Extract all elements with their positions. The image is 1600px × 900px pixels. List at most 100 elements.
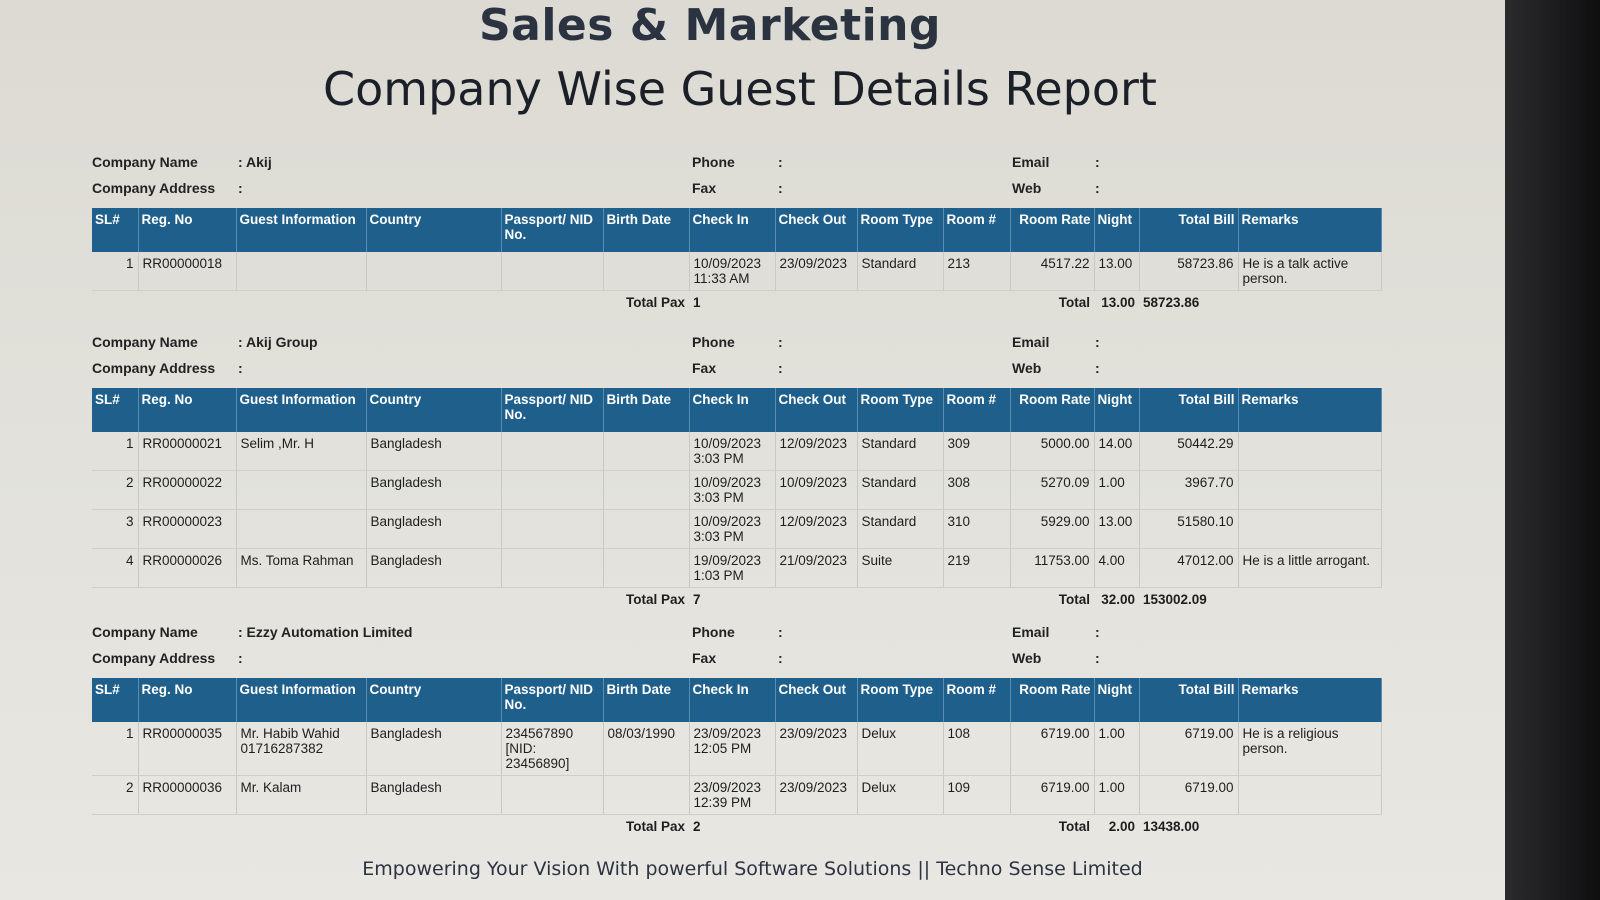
- spacer-cell: [775, 588, 1010, 612]
- spacer-cell: [1238, 815, 1382, 839]
- company-name-value: : Ezzy Automation Limited: [238, 624, 413, 640]
- spacer-cell: [92, 291, 603, 315]
- total-night-value: 2.00: [1108, 819, 1135, 834]
- total-pax-value: 7: [693, 592, 701, 607]
- total-pax-label: Total Pax: [625, 592, 685, 607]
- spacer-cell: [1238, 588, 1382, 612]
- web-value: :: [1095, 360, 1100, 376]
- table-row[interactable]: 2 RR00000022 Bangladesh 10/09/2023 3:03 PM 1…: [92, 470, 1382, 510]
- cell-country: Bangladesh: [366, 509, 502, 549]
- company-info: Company Name: Akij Group Company Address:…: [92, 330, 1382, 388]
- table-row[interactable]: 1 RR00000021 Selim ,Mr. H Bangladesh 10/09/2…: [92, 432, 1382, 471]
- phone-value: :: [778, 624, 783, 640]
- column-header: Reg. No: [138, 208, 237, 252]
- cell-checkin: 10/09/2023 11:33 AM: [689, 252, 776, 291]
- cell-sl: 2: [92, 470, 139, 510]
- cell-bill: 6719.00: [1139, 775, 1239, 815]
- company-name-label: Company Name: [92, 154, 198, 170]
- fax-label: Fax: [692, 360, 717, 376]
- spacer-cell: [775, 815, 1010, 839]
- cell-checkout: 21/09/2023: [775, 548, 858, 588]
- cell-reg: RR00000035: [138, 722, 237, 776]
- cell-checkout: 10/09/2023: [775, 470, 858, 510]
- web-label: Web: [1012, 360, 1042, 376]
- column-header: Remarks: [1238, 388, 1382, 432]
- guest-table: SL# Reg. No Guest Information Country Passpo…: [92, 388, 1382, 612]
- column-header: Check Out: [775, 208, 858, 252]
- cell-birth: [603, 470, 690, 510]
- column-header: Room #: [943, 678, 1011, 722]
- column-header: Country: [366, 678, 502, 722]
- cell-remarks: He is a religious person.: [1238, 722, 1382, 776]
- column-header: Check Out: [775, 678, 858, 722]
- phone-label: Phone: [692, 154, 735, 170]
- column-header: Country: [366, 208, 502, 252]
- column-header: Check Out: [775, 388, 858, 432]
- cell-country: Bangladesh: [366, 470, 502, 510]
- phone-label: Phone: [692, 334, 735, 350]
- column-header: Room Rate: [1010, 388, 1095, 432]
- total-night-value: 32.00: [1101, 592, 1135, 607]
- web-value: :: [1095, 650, 1100, 666]
- column-header: Country: [366, 388, 502, 432]
- table-row[interactable]: 1 RR00000018 10/09/2023 11:33 AM 23/09/2023…: [92, 252, 1382, 291]
- cell-rate: 5270.09: [1010, 470, 1095, 510]
- cell-rate: 6719.00: [1010, 722, 1095, 776]
- email-value: :: [1095, 624, 1100, 640]
- cell-checkout: 12/09/2023: [775, 509, 858, 549]
- spacer-cell: [775, 291, 1010, 315]
- column-header: Remarks: [1238, 208, 1382, 252]
- company-section: Company Name: Ezzy Automation Limited Com…: [92, 620, 1382, 839]
- column-header: Night: [1094, 208, 1140, 252]
- cell-guest: Selim ,Mr. H: [236, 432, 367, 471]
- cell-remarks: [1238, 509, 1382, 549]
- cell-passport: [501, 775, 604, 815]
- cell-passport: [501, 509, 604, 549]
- column-header: Room Rate: [1010, 208, 1095, 252]
- column-header: Night: [1094, 388, 1140, 432]
- table-row[interactable]: 4 RR00000026 Ms. Toma Rahman Bangladesh 19/0…: [92, 548, 1382, 588]
- cell-birth: [603, 432, 690, 471]
- cell-roomtype: Standard: [857, 470, 944, 510]
- column-header: Check In: [689, 678, 776, 722]
- table-row[interactable]: 1 RR00000035 Mr. Habib Wahid 01716287382 Ba…: [92, 722, 1382, 776]
- cell-guest: Mr. Kalam: [236, 775, 367, 815]
- column-header: SL#: [92, 208, 139, 252]
- company-info: Company Name: Ezzy Automation Limited Com…: [92, 620, 1382, 678]
- cell-roomtype: Delux: [857, 722, 944, 776]
- table-row[interactable]: 2 RR00000036 Mr. Kalam Bangladesh 23/09/2023…: [92, 775, 1382, 815]
- company-name-value: : Akij: [238, 154, 272, 170]
- cell-night: 13.00: [1094, 509, 1140, 549]
- cell-rate: 5000.00: [1010, 432, 1095, 471]
- cell-room: 109: [943, 775, 1011, 815]
- company-name-label: Company Name: [92, 334, 198, 350]
- cell-rate: 4517.22: [1010, 252, 1095, 291]
- phone-value: :: [778, 154, 783, 170]
- cell-checkin: 10/09/2023 3:03 PM: [689, 432, 776, 471]
- cell-checkout: 23/09/2023: [775, 775, 858, 815]
- table-row[interactable]: 3 RR00000023 Bangladesh 10/09/2023 3:03 PM 1…: [92, 509, 1382, 549]
- column-header: Reg. No: [138, 678, 237, 722]
- cell-roomtype: Standard: [857, 432, 944, 471]
- cell-room: 308: [943, 470, 1011, 510]
- cell-bill: 47012.00: [1139, 548, 1239, 588]
- column-header: Room #: [943, 388, 1011, 432]
- column-header: Reg. No: [138, 388, 237, 432]
- email-label: Email: [1012, 334, 1050, 350]
- cell-checkout: 23/09/2023: [775, 722, 858, 776]
- cell-sl: 2: [92, 775, 139, 815]
- cell-room: 219: [943, 548, 1011, 588]
- total-bill-value: 153002.09: [1143, 592, 1207, 607]
- cell-birth: [603, 548, 690, 588]
- cell-room: 309: [943, 432, 1011, 471]
- company-address-value: :: [238, 180, 243, 196]
- cell-roomtype: Suite: [857, 548, 944, 588]
- cell-country: Bangladesh: [366, 722, 502, 776]
- guest-table: SL# Reg. No Guest Information Country Passpo…: [92, 678, 1382, 839]
- cell-reg: RR00000021: [138, 432, 237, 471]
- cell-birth: [603, 509, 690, 549]
- cell-passport: [501, 252, 604, 291]
- cell-passport: [501, 470, 604, 510]
- column-header: Room Type: [857, 208, 944, 252]
- total-bill-value: 13438.00: [1143, 819, 1200, 834]
